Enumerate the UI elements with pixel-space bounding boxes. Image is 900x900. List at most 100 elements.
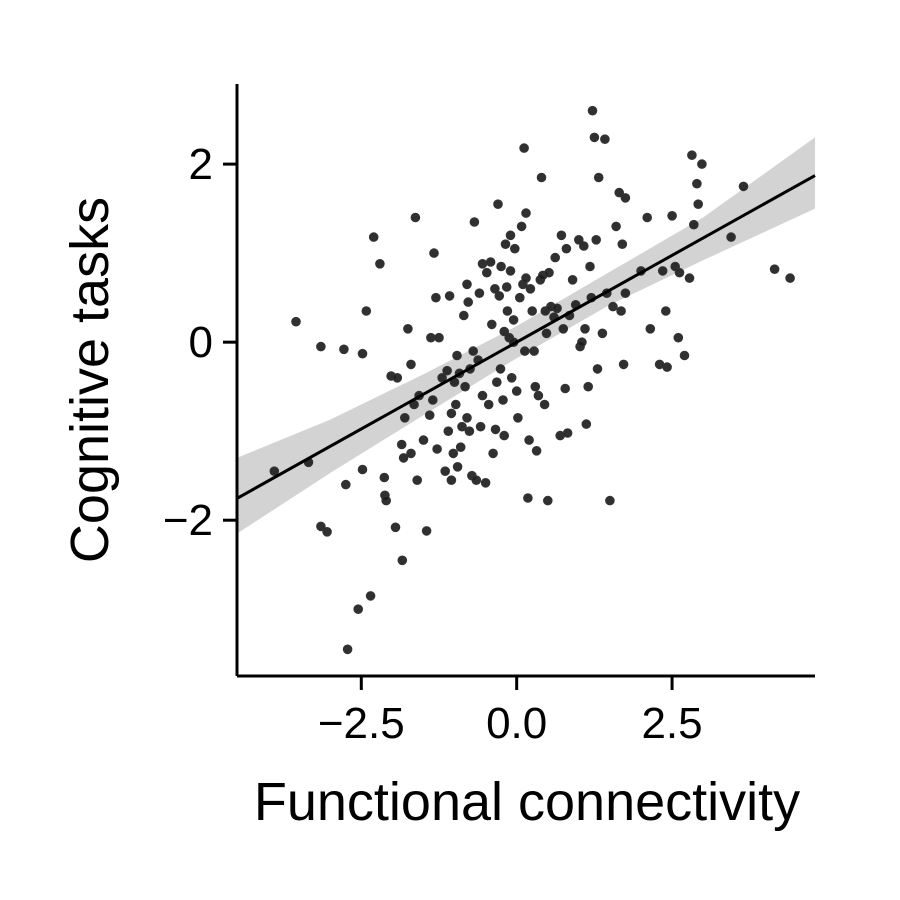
data-point-35 (424, 410, 435, 420)
data-point-108 (523, 493, 533, 503)
data-point-36 (426, 332, 436, 343)
regression-line (236, 174, 816, 500)
data-point-43 (440, 466, 450, 476)
data-point-14 (368, 232, 379, 242)
data-point-113 (530, 381, 541, 392)
data-point-42 (437, 372, 447, 383)
data-point-18 (381, 495, 391, 506)
data-point-183 (769, 264, 780, 274)
data-point-140 (578, 241, 589, 251)
data-point-24 (398, 453, 409, 463)
data-point-139 (577, 337, 587, 347)
data-point-69 (474, 288, 485, 298)
data-point-15 (375, 258, 385, 269)
data-point-181 (726, 232, 736, 242)
data-point-57 (458, 310, 469, 321)
data-point-23 (397, 555, 408, 566)
data-point-147 (589, 132, 600, 143)
data-point-27 (406, 359, 416, 370)
data-point-119 (539, 399, 550, 410)
y-tick-label-0: −2 (163, 496, 213, 545)
data-point-75 (483, 399, 494, 410)
data-point-88 (499, 430, 509, 441)
data-point-1 (291, 316, 301, 327)
data-point-122 (542, 495, 553, 506)
data-point-127 (552, 303, 562, 314)
y-axis-title: Cognitive tasks (60, 197, 120, 563)
data-point-40 (432, 444, 442, 454)
data-point-143 (583, 381, 593, 392)
data-point-149 (592, 364, 603, 374)
data-point-159 (617, 239, 628, 249)
data-point-11 (357, 348, 368, 359)
data-point-175 (684, 273, 695, 283)
data-point-115 (533, 390, 544, 401)
data-point-60 (462, 279, 472, 290)
data-point-87 (499, 326, 509, 337)
data-point-82 (493, 199, 503, 209)
data-point-77 (486, 319, 497, 330)
data-point-4 (316, 521, 326, 532)
data-point-51 (450, 399, 461, 410)
data-point-53 (452, 461, 463, 472)
data-point-131 (560, 383, 570, 394)
data-point-9 (353, 604, 363, 614)
data-point-20 (390, 522, 401, 533)
data-point-164 (642, 212, 652, 223)
data-point-33 (418, 435, 429, 445)
data-point-10 (357, 464, 368, 475)
data-point-170 (667, 211, 677, 221)
data-point-157 (614, 187, 624, 198)
data-point-12 (361, 306, 372, 316)
data-point-151 (597, 328, 608, 339)
data-point-38 (429, 248, 439, 258)
data-point-102 (516, 221, 527, 232)
data-point-28 (406, 448, 416, 459)
data-point-144 (585, 261, 595, 272)
data-point-91 (502, 306, 513, 316)
data-point-81 (491, 377, 502, 387)
data-point-169 (662, 362, 672, 372)
data-point-162 (620, 193, 631, 203)
data-point-3 (316, 341, 326, 352)
data-point-130 (558, 323, 569, 334)
data-point-83 (494, 291, 505, 301)
data-point-150 (593, 172, 604, 183)
data-point-117 (536, 172, 547, 183)
data-point-80 (490, 424, 501, 435)
data-point-137 (573, 235, 584, 245)
data-point-56 (457, 421, 467, 432)
x-tick-label-2: 2.5 (641, 699, 702, 748)
data-point-146 (587, 105, 598, 116)
data-point-86 (498, 395, 508, 405)
data-point-62 (464, 426, 475, 436)
data-point-132 (561, 243, 572, 254)
data-point-109 (524, 435, 534, 445)
data-point-0 (269, 466, 280, 476)
data-point-59 (462, 412, 472, 423)
x-ticks: −2.5 0.0 2.5 (318, 676, 703, 748)
data-point-46 (444, 291, 455, 301)
data-point-107 (521, 208, 531, 218)
data-point-89 (500, 239, 511, 249)
data-point-135 (567, 274, 578, 285)
data-point-129 (556, 230, 567, 241)
data-point-45 (443, 426, 454, 436)
data-point-101 (514, 292, 525, 303)
data-point-174 (679, 350, 690, 361)
data-point-97 (508, 315, 519, 325)
data-point-49 (448, 448, 459, 459)
data-point-167 (657, 266, 668, 276)
data-point-65 (468, 346, 478, 356)
data-point-180 (697, 159, 707, 169)
data-point-22 (396, 439, 407, 450)
data-point-95 (506, 372, 517, 383)
data-point-31 (412, 475, 422, 485)
data-point-154 (605, 495, 615, 506)
data-point-21 (392, 372, 403, 383)
data-point-5 (322, 526, 332, 537)
data-point-98 (509, 243, 520, 254)
data-point-41 (434, 332, 444, 343)
data-point-156 (611, 221, 621, 232)
data-point-126 (550, 252, 560, 263)
